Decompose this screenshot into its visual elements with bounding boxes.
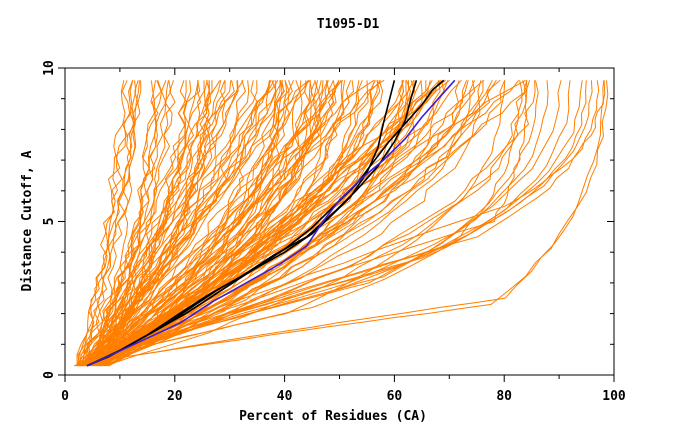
model-curve: [82, 80, 167, 366]
model-curve: [107, 80, 258, 367]
y-axis-label: Distance Cutoff, A: [20, 150, 35, 291]
model-curve: [87, 80, 270, 367]
model-curve: [102, 80, 211, 367]
x-tick-label: 80: [496, 389, 512, 404]
model-curve: [76, 80, 284, 367]
model-curve: [76, 80, 449, 367]
model-curve: [97, 80, 329, 367]
model-curve: [86, 80, 246, 367]
model-curve: [74, 80, 528, 367]
model-curve: [99, 80, 381, 367]
model-curve: [108, 80, 506, 367]
model-curve: [76, 80, 506, 367]
model-curve: [93, 80, 188, 367]
y-tick-label: 0: [42, 371, 57, 379]
model-curve: [92, 80, 173, 366]
model-curve: [108, 80, 484, 367]
model-curve: [85, 80, 281, 367]
model-curve: [81, 80, 288, 367]
model-curve: [101, 80, 330, 367]
model-curve: [91, 80, 134, 366]
model-curve: [100, 80, 319, 367]
model-curve: [82, 80, 527, 367]
model-curve: [94, 80, 187, 367]
model-curve: [79, 80, 277, 367]
model-curve: [77, 80, 609, 367]
x-tick-label: 20: [167, 389, 183, 404]
model-curve: [102, 79, 344, 367]
chart-title: T1095-D1: [317, 17, 380, 32]
model-curve: [81, 80, 539, 367]
model-curve: [92, 80, 441, 367]
model-curve: [90, 80, 277, 367]
model-curve: [93, 80, 272, 367]
model-curve: [79, 80, 250, 367]
model-curve: [82, 80, 606, 367]
model-curve: [101, 80, 307, 366]
y-tick-label: 5: [42, 218, 57, 226]
model-curve: [102, 79, 501, 367]
model-curve: [80, 80, 523, 367]
model-curve: [84, 80, 126, 366]
x-tick-label: 100: [602, 389, 626, 404]
x-tick-label: 40: [277, 389, 293, 404]
highlight-layer: [86, 79, 456, 367]
x-tick-label: 0: [61, 389, 69, 404]
reference-curve: [86, 79, 445, 367]
model-curve: [98, 80, 431, 367]
model-curve: [80, 80, 201, 366]
model-curve: [80, 80, 587, 367]
model-curve: [76, 80, 549, 367]
model-curve: [83, 80, 376, 367]
x-tick-label: 60: [387, 389, 403, 404]
model-curve: [77, 80, 221, 366]
model-curve: [80, 80, 340, 367]
curves-layer: [73, 79, 609, 367]
model-curve: [80, 80, 469, 367]
highlight-curve: [86, 79, 456, 367]
y-tick-label: 10: [42, 60, 57, 76]
x-axis-label: Percent of Residues (CA): [239, 409, 427, 424]
model-curve: [75, 80, 600, 367]
model-curve: [92, 80, 141, 367]
model-curve: [100, 80, 232, 367]
model-curve: [96, 80, 159, 366]
model-curve: [98, 80, 405, 367]
model-curve: [82, 80, 605, 367]
ticks-layer: 0 20 40 60 80 100 0 5 10: [42, 60, 626, 404]
model-curve: [103, 80, 493, 367]
model-curve: [101, 80, 409, 367]
model-curve: [84, 80, 210, 367]
model-curve: [75, 80, 205, 367]
